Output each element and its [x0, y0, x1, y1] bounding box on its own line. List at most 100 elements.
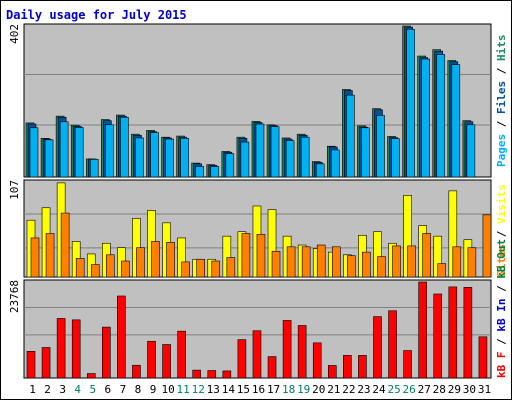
kbytes-bar — [327, 365, 337, 379]
kbytes-bar — [132, 364, 141, 379]
kbytes-bar — [252, 330, 262, 379]
pages-bar — [391, 138, 400, 178]
x-tick-label: 22 — [342, 383, 355, 396]
sites-bar — [482, 214, 492, 278]
sites-bar — [301, 246, 311, 278]
ymax-label-3: 23768 — [8, 280, 21, 313]
pages-bar — [346, 94, 355, 178]
sites-bar — [437, 263, 447, 278]
x-tick-label: 4 — [74, 383, 81, 396]
pages-bar — [330, 149, 340, 178]
sites-bar — [331, 246, 341, 278]
sites-bar — [151, 241, 160, 278]
kbytes-bar — [312, 342, 322, 379]
legend-kbytes-part: / — [495, 332, 508, 352]
x-tick-label: 27 — [418, 383, 431, 396]
sites-bar — [30, 237, 40, 278]
kbytes-bar — [71, 319, 81, 379]
sites-bar — [271, 250, 281, 278]
sites-bar — [377, 256, 386, 278]
pages-bar — [44, 139, 54, 178]
kbytes-bar — [478, 336, 488, 379]
ymax-label-1: 402 — [8, 24, 21, 44]
sites-bar — [136, 247, 145, 278]
pages-bar — [120, 116, 129, 178]
pages-bar — [105, 124, 114, 178]
legend-kbytes-part: kB In — [495, 299, 508, 332]
x-tick-label: 25 — [387, 383, 400, 396]
x-tick-label: 30 — [463, 383, 476, 396]
sites-bar — [60, 212, 70, 278]
legend-pages-files-hits: Pages / Files / Hits — [495, 35, 508, 168]
pages-bar — [300, 136, 310, 178]
sites-bar — [196, 258, 206, 278]
sites-bar — [286, 246, 296, 278]
sites-bar — [181, 261, 190, 278]
kbytes-bar — [463, 287, 473, 379]
sites-bar — [121, 260, 130, 278]
kbytes-bar — [177, 330, 186, 379]
sites-bar — [452, 246, 462, 278]
pages-bar — [240, 141, 250, 178]
legend-kbytes-part: / — [495, 279, 508, 299]
x-tick-label: 8 — [135, 383, 142, 396]
pages-bar — [225, 153, 235, 178]
pages-bar — [255, 123, 265, 178]
pages-bar — [195, 166, 205, 178]
kbytes-bar — [403, 350, 412, 379]
pages-bar — [210, 166, 220, 178]
sites-bar — [392, 245, 401, 278]
legend-kbytes-part: kB F — [495, 352, 508, 379]
kbytes-bar — [207, 370, 217, 379]
kbytes-bar — [86, 373, 96, 379]
x-tick-label: 18 — [282, 383, 295, 396]
sites-bar — [422, 233, 431, 278]
pages-bar — [361, 127, 370, 178]
sites-bar — [362, 251, 371, 278]
sites-bar — [90, 264, 100, 278]
kbytes-bar — [26, 351, 36, 379]
pages-bar — [89, 159, 99, 178]
x-tick-label: 29 — [448, 383, 461, 396]
sites-bar — [256, 234, 266, 278]
x-tick-label: 7 — [120, 383, 127, 396]
kbytes-bar — [117, 295, 126, 379]
sites-bar — [347, 255, 356, 278]
legend-sites-visits: Sites / Visits — [495, 184, 508, 277]
pages-bar — [285, 140, 295, 178]
x-tick-label: 3 — [59, 383, 66, 396]
kbytes-bar — [448, 286, 458, 379]
kbytes-bar — [56, 318, 66, 379]
legend-sites-visits-part: Sites — [495, 244, 508, 277]
kbytes-bar — [192, 369, 202, 379]
kbytes-bar — [41, 347, 51, 379]
x-tick-label: 19 — [297, 383, 310, 396]
legend-kbytes: kB F / kB In / kB Out — [495, 239, 508, 378]
kbytes-bar — [433, 293, 443, 379]
x-tick-label: 5 — [89, 383, 96, 396]
pages-bar — [466, 124, 476, 178]
x-tick-label: 16 — [252, 383, 265, 396]
x-tick-label: 12 — [192, 383, 205, 396]
x-tick-label: 23 — [357, 383, 370, 396]
x-tick-label: 10 — [161, 383, 174, 396]
legend-pages-files-hits-part: / — [495, 114, 508, 134]
legend-sites-visits-part: / — [495, 224, 508, 244]
legend-kbytes-part: kB Out — [495, 239, 508, 279]
kbytes-bar — [358, 355, 367, 379]
kbytes-bar — [267, 356, 277, 379]
kbytes-bar — [102, 326, 111, 379]
pages-bar — [406, 29, 415, 178]
sites-bar — [166, 242, 175, 278]
pages-bar — [150, 132, 159, 178]
pages-bar — [74, 127, 84, 178]
x-tick-label: 26 — [403, 383, 416, 396]
x-tick-label: 13 — [207, 383, 220, 396]
x-tick-label: 31 — [478, 383, 491, 396]
sites-bar — [211, 260, 221, 278]
x-tick-label: 21 — [327, 383, 340, 396]
kbytes-bar — [237, 339, 247, 379]
ymax-label-2: 107 — [8, 180, 21, 200]
kbytes-bar — [388, 310, 397, 379]
